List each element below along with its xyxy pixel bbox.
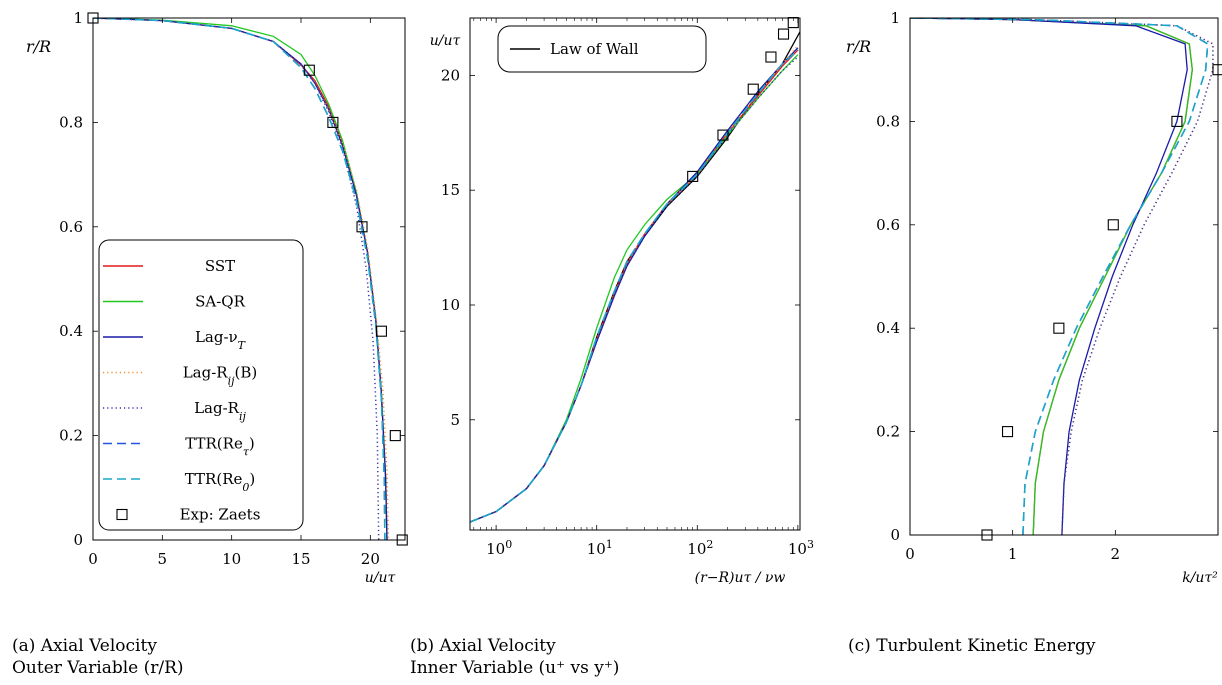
legend-a-box	[98, 239, 304, 531]
marker-b-2	[747, 83, 759, 95]
ytick-label-a-4: 0.8	[59, 113, 83, 131]
legend-a-swatch-7	[116, 508, 128, 521]
xlabel-a: u/uτ	[365, 570, 396, 586]
legend-a-label-0: SST	[205, 257, 235, 275]
caption-b: (b) Axial Velocity Inner Variable (u⁺ vs…	[410, 635, 619, 679]
series-b-Lag-Rij	[470, 56, 799, 523]
ytick-label-a-5: 1	[73, 9, 83, 27]
xtick-label-b-1: 101	[587, 538, 613, 559]
caption-c: (c) Turbulent Kinetic Energy	[848, 635, 1096, 657]
marker-a-2	[327, 116, 339, 128]
plot-a: 00.20.40.60.810 5 10 15 20	[59, 9, 408, 568]
axes-frame-c	[909, 17, 1219, 536]
marker-b-0	[687, 170, 699, 182]
legend-a-label-4: Lag-Rij	[194, 399, 246, 423]
series-c-Lag-Rij	[910, 18, 1214, 535]
ytick-label-b-0: 5	[450, 411, 460, 429]
xtick-label-b-0: 100	[486, 538, 512, 559]
ytick-label-b-3: 20	[441, 66, 460, 84]
ytick-label-c-1: 0.2	[876, 423, 900, 441]
legend-b-box	[497, 25, 707, 73]
xtick-label-a-3: 15	[291, 550, 310, 568]
legend-b-label-0: Law of Wall	[550, 40, 639, 58]
series-c-SST	[910, 18, 1193, 535]
series-c-Lag-nuT	[910, 18, 1188, 535]
series-b-TTR(Re_0)	[470, 49, 799, 523]
ytick-label-b-1: 10	[441, 296, 460, 314]
xtick-label-b-3: 103	[788, 538, 814, 559]
marker-a-3	[356, 221, 368, 233]
series-b-SST	[470, 49, 799, 523]
legend-a-label-7: Exp: Zaets	[180, 506, 261, 524]
xtick-label-a-0: 0	[88, 550, 98, 568]
series-b-Lag-Rij(B)	[470, 45, 799, 523]
marker-a-4	[375, 325, 387, 337]
series-a-TTR(Re_0)	[93, 18, 386, 540]
xtick-label-a-2: 10	[222, 550, 241, 568]
ytick-label-a-0: 0	[73, 531, 83, 549]
xlabel-c: k/uτ²	[1182, 570, 1218, 586]
legend-a-label-1: SA-QR	[195, 293, 245, 311]
ytick-label-c-0: 0	[890, 526, 900, 544]
marker-c-3	[1107, 219, 1119, 231]
legend-a-label-2: Lag-νT	[195, 328, 247, 352]
xtick-label-a-1: 5	[158, 550, 168, 568]
ylabel-b: u/uτ	[430, 33, 461, 49]
ytick-label-a-2: 0.4	[59, 322, 83, 340]
marker-a-5	[389, 430, 401, 442]
axes-frame-a	[92, 17, 406, 541]
marker-c-4	[1171, 115, 1183, 127]
caption-a: (a) Axial Velocity Outer Variable (r/R)	[12, 635, 184, 679]
xtick-label-c-0: 0	[905, 545, 915, 563]
series-group-c	[910, 18, 1214, 535]
series-c-SA-QR	[910, 18, 1193, 535]
caption-b-line2: Inner Variable (u⁺ vs y⁺)	[410, 658, 620, 678]
xtick-label-c-2: 2	[1111, 545, 1121, 563]
series-c-Lag-Rij(B)	[910, 18, 1214, 535]
marker-b-4	[777, 28, 790, 40]
ytick-label-a-1: 0.2	[59, 427, 83, 445]
marker-a-1	[303, 64, 315, 76]
ytick-label-b-2: 15	[441, 181, 460, 199]
series-b-SA-QR	[470, 54, 799, 523]
xtick-label-b-2: 102	[687, 538, 713, 559]
ytick-label-c-5: 1	[890, 9, 900, 27]
ylabel-c: r/R	[846, 37, 871, 56]
caption-a-line2: Outer Variable (r/R)	[12, 658, 184, 678]
xtick-label-c-1: 1	[1008, 545, 1018, 563]
caption-a-line1: (a) Axial Velocity	[12, 636, 157, 656]
caption-c-line1: (c) Turbulent Kinetic Energy	[848, 636, 1096, 656]
series-a-Lag-Rij(B)	[93, 18, 390, 540]
legend-b: Law of Wall	[497, 25, 707, 73]
caption-b-line1: (b) Axial Velocity	[410, 636, 556, 656]
plot-c: 0 0.2 0.4 0.6 0.8 1 0 1 2	[876, 9, 1222, 563]
axes-frame-b	[469, 17, 801, 531]
ylabel-a: r/R	[26, 37, 51, 56]
xtick-label-a-4: 20	[361, 550, 380, 568]
legend-a-label-3: Lag-Rij(B)	[183, 364, 258, 388]
series-group-b	[470, 31, 800, 523]
series-a-Lag-Rij	[93, 18, 380, 540]
marker-b-3	[765, 51, 777, 63]
series-c-TTR(Re_0)	[910, 18, 1209, 535]
marker-b-1	[717, 129, 729, 141]
ytick-label-a-3: 0.6	[59, 218, 83, 236]
marker-c-1	[1001, 426, 1014, 438]
legend-a-label-6: TTR(Re0)	[185, 470, 255, 494]
ytick-label-c-4: 0.8	[876, 112, 900, 130]
legend-a: SST SA-QR Lag-νT Lag-Rij(B) Lag-Rij TTR(Reτ) T…	[98, 239, 304, 531]
ytick-label-c-2: 0.4	[876, 319, 900, 337]
legend-a-label-5: TTR(Reτ)	[185, 435, 255, 459]
plot-b: 5 10 15 20 100 101 102 103	[441, 17, 814, 559]
ytick-label-c-3: 0.6	[876, 216, 900, 234]
marker-c-2	[1053, 322, 1065, 334]
series-c-TTR(Re_tau)	[910, 18, 1209, 535]
series-b-TTR(Re_tau)	[470, 49, 799, 523]
series-b-Lag-nuT	[470, 47, 799, 523]
xlabel-b: (r−R)uτ / νw	[695, 570, 786, 586]
